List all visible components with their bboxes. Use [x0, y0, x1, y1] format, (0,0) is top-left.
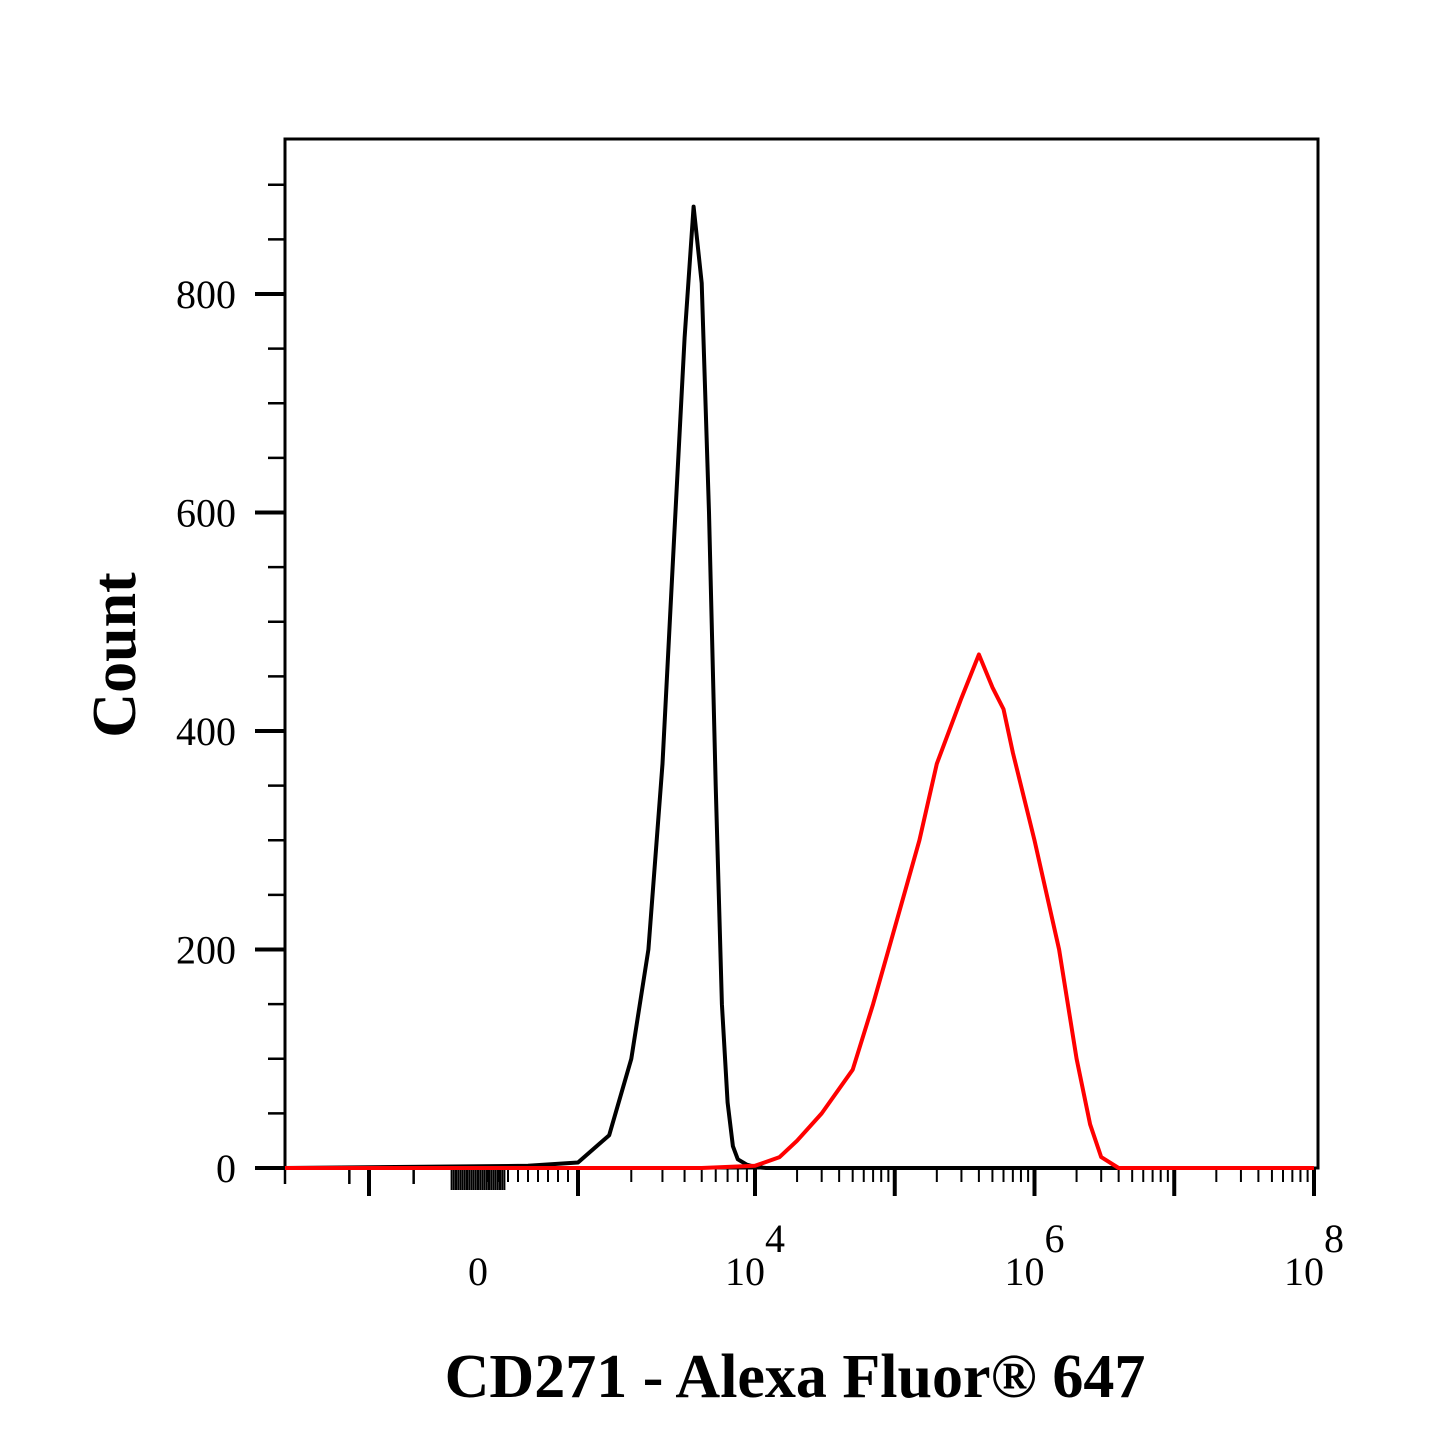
x-tick-label: 10: [1284, 1249, 1324, 1294]
y-major-ticks: 0 200 400 600 800: [176, 272, 285, 1191]
y-tick-label: 800: [176, 272, 236, 317]
series-line-1: [285, 652, 1314, 1170]
x-tick-exponent: 8: [1324, 1216, 1344, 1261]
x-axis-title: CD271 - Alexa Fluor® 647: [445, 1343, 1146, 1411]
x-tick-label: 10: [725, 1249, 765, 1294]
y-tick-label: 0: [216, 1146, 236, 1191]
x-tick-label: 10: [1005, 1249, 1045, 1294]
y-minor-ticks: [268, 183, 285, 1115]
y-tick-label: 600: [176, 491, 236, 536]
y-tick-label: 200: [176, 928, 236, 973]
plot-frame: [283, 137, 1320, 1170]
y-axis-title: Count: [81, 572, 149, 738]
series-line-0: [284, 204, 1314, 1170]
x-tick-exponent: 4: [765, 1216, 785, 1261]
x-tick-exponent: 6: [1045, 1216, 1065, 1261]
x-ticks: [283, 1168, 1316, 1196]
series-group: [284, 204, 1314, 1170]
y-tick-label: 400: [176, 709, 236, 754]
x-tick-label: 0: [468, 1249, 488, 1294]
